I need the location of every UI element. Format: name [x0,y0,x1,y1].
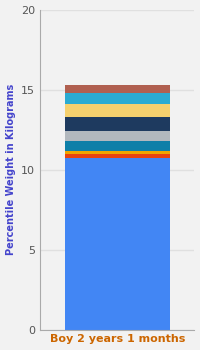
Bar [65,158,170,330]
Y-axis label: Percentile Weight in Kilograms: Percentile Weight in Kilograms [6,84,16,255]
Bar [65,141,170,151]
Bar [65,104,170,117]
Bar [65,117,170,131]
Bar [65,131,170,141]
Bar [65,154,170,158]
Bar [65,85,170,93]
Bar [65,151,170,154]
Bar [65,93,170,104]
